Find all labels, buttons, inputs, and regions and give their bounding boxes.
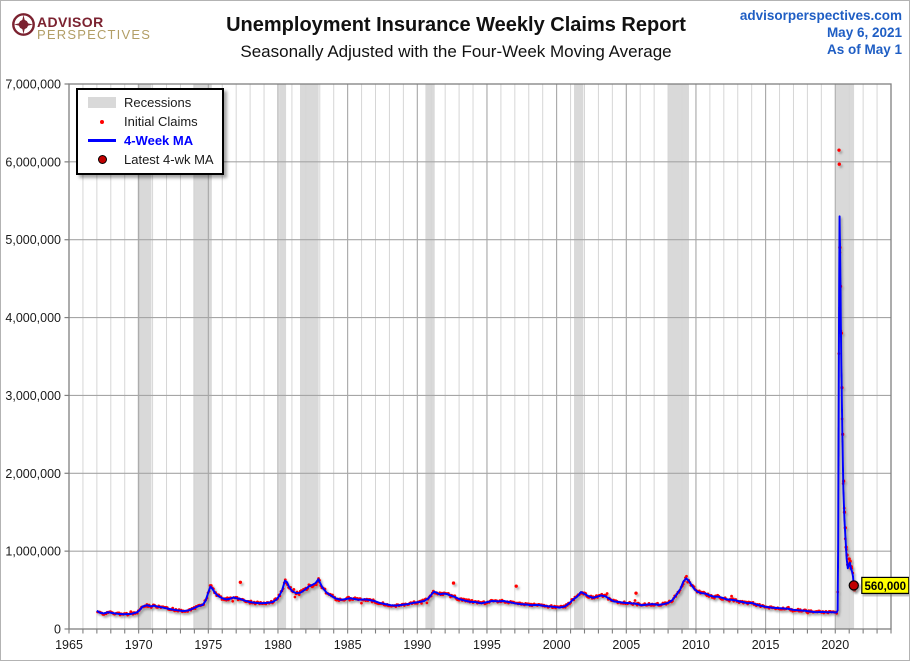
- x-tick-label: 2000: [543, 638, 571, 652]
- x-tick-label: 2010: [682, 638, 710, 652]
- latest-annotation: 560,000: [848, 576, 909, 595]
- legend-item-dark-red-dot: Latest 4-wk MA: [78, 150, 222, 169]
- legend-item-blue-line: 4-Week MA: [78, 131, 222, 150]
- page-title: Unemployment Insurance Weekly Claims Rep…: [226, 14, 686, 36]
- compass-icon: [12, 13, 35, 36]
- y-tick-label: 6,000,000: [5, 155, 61, 169]
- x-tick-label: 2005: [612, 638, 640, 652]
- latest-value-label: 560,000: [865, 581, 907, 593]
- red-dot-swatch: [87, 119, 117, 124]
- y-tick-label: 1,000,000: [5, 545, 61, 559]
- x-tick-label: 1970: [125, 638, 153, 652]
- chart-legend: Recessions Initial Claims 4-Week MA Latest …: [76, 88, 224, 175]
- legend-item-red-dot: Initial Claims: [78, 112, 222, 131]
- y-tick-label: 5,000,000: [5, 233, 61, 247]
- x-tick-label: 1985: [334, 638, 362, 652]
- x-tick-label: 1975: [194, 638, 222, 652]
- y-tick-label: 0: [54, 623, 61, 637]
- y-tick-label: 4,000,000: [5, 311, 61, 325]
- blue-line-swatch: [87, 139, 117, 142]
- as-of-date: As of May 1: [826, 42, 902, 57]
- x-tick-label: 1990: [403, 638, 431, 652]
- y-tick-label: 2,000,000: [5, 467, 61, 481]
- page-subtitle: Seasonally Adjusted with the Four-Week M…: [240, 42, 672, 61]
- recession-band-swatch: [87, 97, 117, 108]
- legend-item-recession-band: Recessions: [78, 93, 222, 112]
- data-series: [96, 148, 857, 617]
- x-tick-label: 2015: [752, 638, 780, 652]
- recession-bands: [137, 84, 855, 629]
- x-tick-label: 1965: [55, 638, 83, 652]
- x-tick-label: 1995: [473, 638, 501, 652]
- dark-red-dot-swatch: [87, 155, 117, 164]
- legend-label: Latest 4-wk MA: [124, 152, 214, 167]
- logo-text-perspectives: PERSPECTIVES: [37, 27, 152, 42]
- report-date: May 6, 2021: [826, 25, 902, 40]
- y-tick-label: 7,000,000: [5, 78, 61, 92]
- legend-label: Recessions: [124, 95, 192, 110]
- x-tick-label: 1980: [264, 638, 292, 652]
- axis-labels: 0 1,000,000 2,000,000 3,000,000 4,000,000 5,0…: [5, 78, 849, 653]
- y-tick-label: 3,000,000: [5, 389, 61, 403]
- plot-frame: [64, 83, 892, 634]
- advisor-perspectives-logo: ADVISOR PERSPECTIVES: [10, 11, 190, 57]
- x-tick-label: 2020: [821, 638, 849, 652]
- legend-label: Initial Claims: [124, 114, 198, 129]
- logo-text-advisor: ADVISOR: [37, 14, 104, 30]
- legend-label: 4-Week MA: [124, 133, 194, 148]
- report-meta: advisorperspectives.com May 6, 2021 As o…: [740, 7, 902, 58]
- header-titles: Unemployment Insurance Weekly Claims Rep…: [1, 1, 909, 62]
- site-url: advisorperspectives.com: [739, 8, 902, 23]
